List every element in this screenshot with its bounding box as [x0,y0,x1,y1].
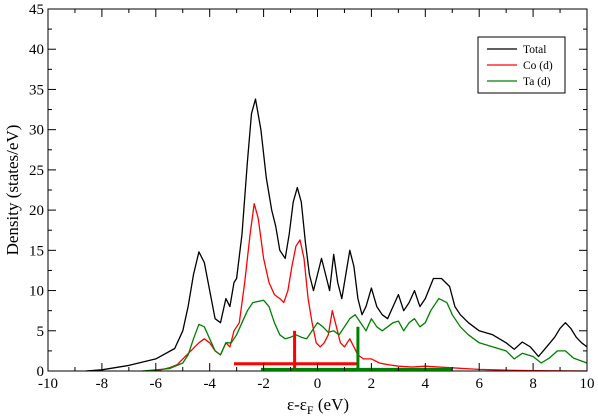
x-tick-label: -4 [203,376,216,392]
marker-lines [233,326,453,371]
y-tick-label: 30 [29,123,44,139]
legend-label-ta: Ta (d) [523,76,551,88]
legend-label-co: Co (d) [523,60,553,72]
x-tick-label: 2 [368,376,376,392]
x-tick-label: 0 [314,376,322,392]
plot-area [85,98,588,372]
x-tick-label: -2 [257,376,270,392]
series-line-ta-d [142,297,588,372]
x-tick-label: 6 [475,376,483,392]
series-line-co-d [155,203,588,372]
y-tick-label: 10 [29,284,44,300]
legend-label-total: Total [523,44,546,56]
y-tick-label: 40 [29,42,44,58]
axis-ticks: -10 -8 -6 -4 -2 0 2 4 6 8 10 0 5 10 15 20 25 30 35 40 45 [29,2,595,392]
y-tick-label: 35 [29,82,44,98]
y-tick-label: 45 [29,2,44,18]
y-tick-label: 15 [29,243,44,259]
x-tick-label: 4 [422,376,430,392]
y-tick-label: 0 [37,364,45,380]
x-axis-label: ε-εF (eV) [287,395,349,417]
y-axis-label: Density (states/eV) [3,125,22,256]
x-tick-label: 8 [529,376,537,392]
x-axis-label-subscript: F [307,403,314,417]
x-axis-label-unit: (eV) [314,395,349,414]
x-axis-label-main: ε-ε [287,395,307,414]
y-tick-label: 20 [29,203,44,219]
x-tick-label: -10 [38,376,58,392]
x-tick-label: 10 [580,376,595,392]
series-line-total [85,98,588,372]
y-tick-label: 5 [37,324,45,340]
legend: Total Co (d) Ta (d) [477,36,566,94]
y-tick-label: 25 [29,163,44,179]
x-tick-label: -6 [150,376,163,392]
x-tick-label: -8 [96,376,109,392]
